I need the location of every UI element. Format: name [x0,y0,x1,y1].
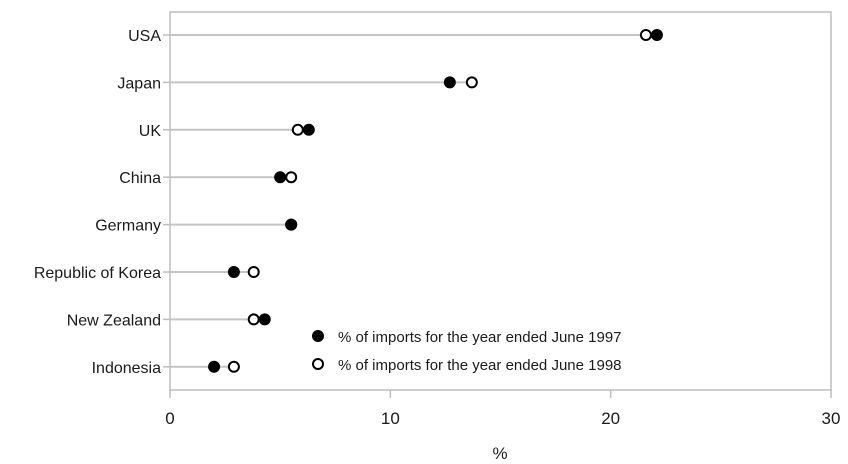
marker-1997-germany [285,218,298,231]
category-label-germany: Germany [95,218,161,235]
legend-label-1998: % of imports for the year ended June 199… [338,357,622,374]
marker-1998-indonesia [227,360,240,373]
marker-1997-usa [650,29,663,41]
category-label-japan: Japan [117,75,161,92]
marker-1998-usa [639,29,652,41]
x-tick-label-30: 30 [822,409,841,428]
x-axis-title: % [492,444,507,463]
category-label-republic-of-korea: Republic of Korea [34,265,161,282]
marker-1998-uk [291,123,304,136]
marker-1998-china [285,171,298,184]
marker-1997-republic-of-korea [227,266,240,278]
marker-1997-japan [443,76,456,89]
category-label-new-zealand: New Zealand [67,312,161,329]
legend-marker-1998 [312,358,324,370]
marker-1998-republic-of-korea [247,266,260,278]
marker-1997-china [274,171,287,184]
marker-1998-japan [465,76,478,89]
category-label-indonesia: Indonesia [92,360,161,377]
category-label-uk: UK [139,123,162,140]
marker-1997-uk [302,123,315,136]
marker-1997-indonesia [208,360,221,373]
category-label-china: China [119,170,161,187]
x-tick-label-20: 20 [601,409,620,428]
marker-1997-new-zealand [258,313,271,326]
legend-marker-1997 [312,330,324,342]
x-tick-label-10: 10 [381,409,400,428]
category-label-usa: USA [128,28,161,45]
x-tick-label-0: 0 [165,409,174,428]
marker-1998-new-zealand [247,313,260,326]
plot-frame [169,11,832,391]
legend-label-1997: % of imports for the year ended June 199… [338,329,622,346]
legend: % of imports for the year ended June 199… [312,329,622,374]
